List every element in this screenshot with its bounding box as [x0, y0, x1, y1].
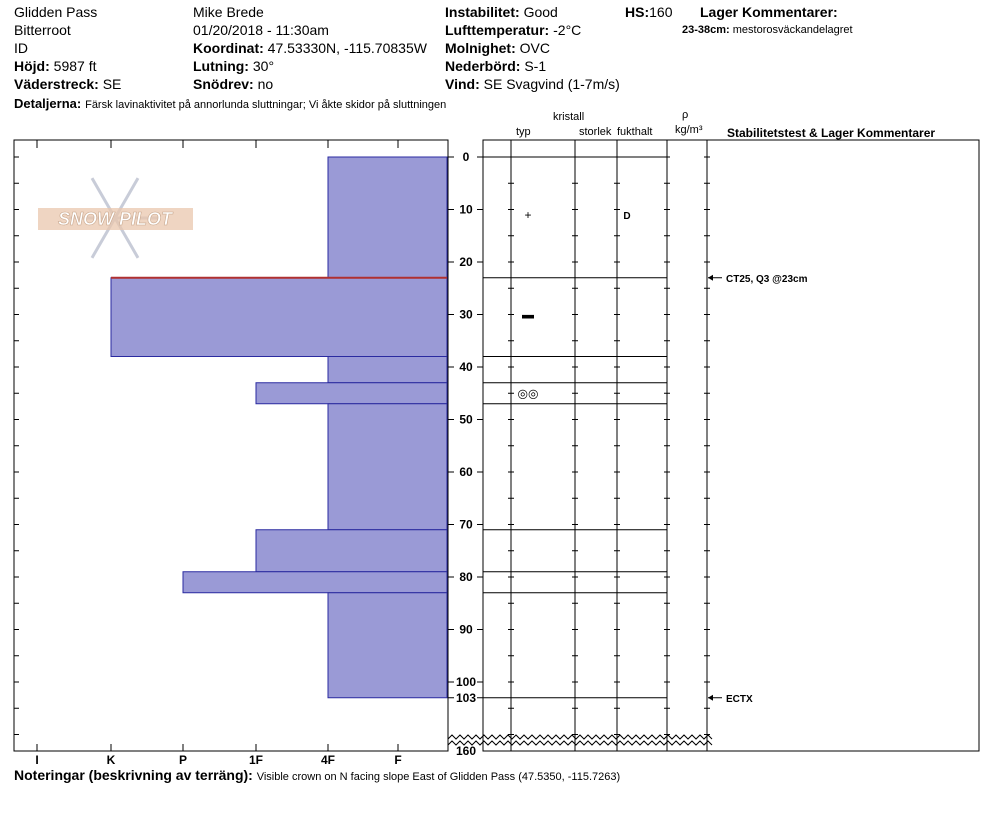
col-rho: ρ — [682, 109, 689, 121]
depth-tick-label: 103 — [456, 691, 476, 705]
hardness-bar — [327, 403, 448, 531]
hardness-tick-label: 1F — [249, 753, 263, 767]
notes-label: Noteringar (beskrivning av terräng): — [14, 767, 253, 783]
logo-text: SNOW PILOT — [58, 209, 174, 229]
col-moisture: fukthalt — [617, 126, 653, 138]
test-arrow-head — [708, 274, 713, 281]
wind-value: SE Svagvind (1-7m/s) — [483, 76, 620, 92]
layer-comments-title: Lager Kommentarer: — [700, 4, 838, 20]
hardness-tick-label: K — [107, 753, 116, 767]
sky-row: Molnighet: OVC — [445, 40, 550, 56]
details-label: Detaljerna: — [14, 96, 82, 111]
precip-label: Nederbörd: — [445, 58, 521, 74]
wind-row: Vind: SE Svagvind (1-7m/s) — [445, 76, 620, 92]
airtemp-value: -2°C — [553, 22, 582, 38]
sky-label: Molnighet: — [445, 40, 516, 56]
observer-name: Mike Brede — [193, 4, 264, 20]
depth-tick-label: 30 — [459, 308, 473, 322]
layer-comment-depth: 23-38cm: — [682, 24, 730, 36]
hs-row: HS:160 — [625, 4, 672, 20]
wind-loading-value: no — [257, 76, 274, 92]
col-size: storlek — [579, 126, 612, 138]
test-result-label: ECTX — [726, 694, 753, 705]
hardness-tick-label: P — [179, 753, 187, 767]
precip-value: S-1 — [524, 58, 547, 74]
elevation-row: Höjd: 5987 ft — [14, 58, 96, 74]
elevation-label: Höjd: — [14, 58, 50, 74]
details-text: Färsk lavinaktivitet på annorlunda slutt… — [85, 99, 447, 111]
details-row: Detaljerna: Färsk lavinaktivitet på anno… — [14, 95, 446, 112]
coord-value: 47.53330N, -115.70835W — [267, 40, 427, 56]
range-name: Bitterroot — [14, 22, 71, 38]
depth-tick-label: 80 — [459, 570, 473, 584]
wind-loading-label: Snödrev: — [193, 76, 254, 92]
airtemp-label: Lufttemperatur: — [445, 22, 550, 38]
hardness-bar — [182, 571, 448, 594]
hardness-bar — [110, 277, 448, 357]
col-type: typ — [516, 126, 531, 138]
hardness-bar — [255, 382, 448, 405]
hardness-tick-label: 4F — [321, 753, 335, 767]
depth-tick-label: 160 — [456, 744, 476, 758]
wind-label: Vind: — [445, 76, 480, 92]
sky-value: OVC — [519, 40, 550, 56]
slope-row: Lutning: 30° — [193, 58, 274, 74]
hardness-tick-label: I — [35, 753, 38, 767]
aspect-row: Väderstreck: SE — [14, 76, 121, 92]
snowpilot-logo: SNOW PILOT — [38, 177, 193, 259]
notes-text: Visible crown on N facing slope East of … — [256, 771, 621, 783]
depth-tick-label: 100 — [456, 675, 476, 689]
axis-break — [447, 734, 713, 740]
crystal-type-mark: + — [524, 208, 531, 222]
stability-row: Instabilitet: Good — [445, 4, 558, 20]
col-tests: Stabilitetstest & Lager Kommentarer — [727, 126, 936, 140]
test-arrow-head — [708, 694, 713, 701]
logo-banner — [38, 208, 193, 230]
test-result-label: CT25, Q3 @23cm — [726, 274, 808, 285]
airtemp-row: Lufttemperatur: -2°C — [445, 22, 581, 38]
hardness-bar — [327, 156, 448, 279]
depth-tick-label: 0 — [463, 150, 470, 164]
col-density-unit: kg/m³ — [675, 124, 703, 136]
obs-datetime: 01/20/2018 - 11:30am — [193, 22, 329, 38]
hardness-bar — [327, 356, 448, 384]
depth-tick-label: 20 — [459, 255, 473, 269]
depth-tick-label: 40 — [459, 360, 473, 374]
hs-label: HS: — [625, 4, 650, 20]
elevation-value: 5987 ft — [53, 58, 97, 74]
hardness-bar — [327, 592, 448, 699]
depth-tick-label: 70 — [459, 518, 473, 532]
stability-value: Good — [523, 4, 558, 20]
aspect-label: Väderstreck: — [14, 76, 99, 92]
stability-label: Instabilitet: — [445, 4, 520, 20]
aspect-value: SE — [102, 76, 122, 92]
notes-row: Noteringar (beskrivning av terräng): Vis… — [14, 767, 620, 784]
location-name: Glidden Pass — [14, 4, 98, 20]
coord-label: Koordinat: — [193, 40, 264, 56]
crystal-type-mark: ◎◎ — [518, 386, 539, 400]
depth-tick-label: 10 — [459, 203, 473, 217]
depth-tick-label: 90 — [459, 623, 473, 637]
layer-comment-text: mestorosväckandelagret — [732, 24, 853, 36]
slope-label: Lutning: — [193, 58, 249, 74]
hardness-bar — [255, 529, 448, 573]
depth-tick-label: 50 — [459, 413, 473, 427]
slope-value: 30° — [252, 58, 275, 74]
state-name: ID — [14, 40, 28, 56]
axis-break — [447, 740, 713, 746]
col-crystal: kristall — [553, 111, 585, 123]
moisture-mark: D — [623, 211, 630, 222]
coord-row: Koordinat: 47.53330N, -115.70835W — [193, 40, 427, 56]
crystal-type-mark: ▬ — [522, 308, 534, 322]
depth-tick-label: 60 — [459, 465, 473, 479]
precip-row: Nederbörd: S-1 — [445, 58, 546, 74]
hs-value: 160 — [649, 4, 673, 20]
layer-comment-row: 23-38cm: mestorosväckandelagret — [682, 24, 853, 37]
wind-loading-row: Snödrev: no — [193, 76, 273, 92]
hardness-tick-label: F — [394, 753, 401, 767]
layer-table-frame — [482, 139, 980, 752]
